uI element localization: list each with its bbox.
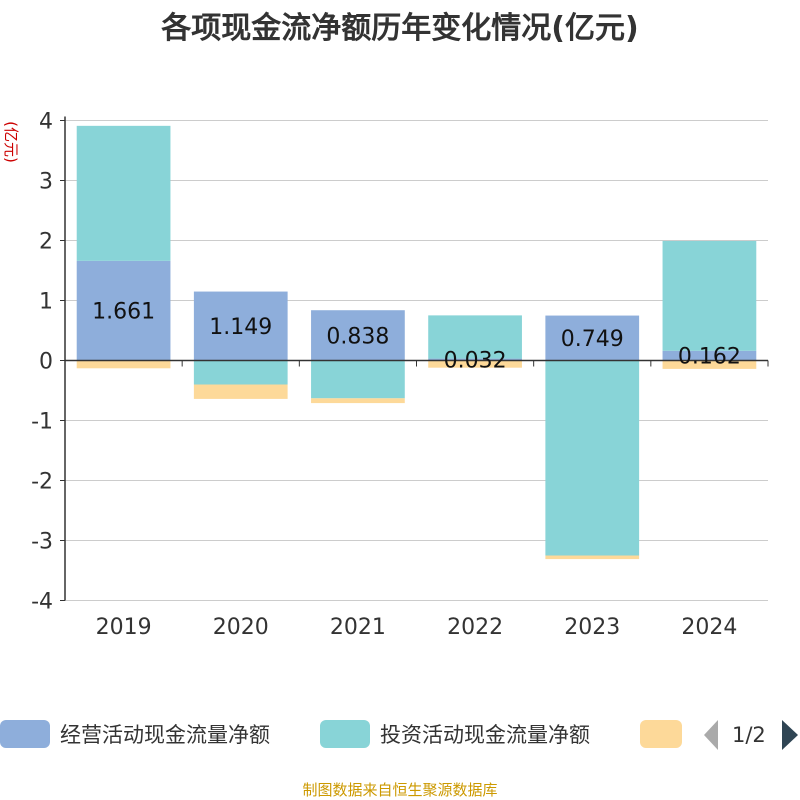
axes-group xyxy=(60,116,769,601)
bar-2020-series-0 xyxy=(193,291,288,361)
legend-label-0: 经营活动现金流量净额 xyxy=(60,723,270,747)
data-label-2022: 0.032 xyxy=(444,349,507,374)
legend-swatch-2 xyxy=(640,720,682,748)
legend-swatch-1 xyxy=(320,720,370,748)
bar-2019-series-0 xyxy=(76,260,171,361)
bar-2020-series-2 xyxy=(193,384,288,399)
bar-2020-series-1 xyxy=(193,360,288,385)
bar-2023-series-1 xyxy=(545,360,640,556)
y-tick-labels: 4 3 2 1 0 -1 -2 -3 -4 xyxy=(31,110,53,615)
source-note: 制图数据来自恒生聚源数据库 xyxy=(302,781,497,799)
bar-2024-series-1 xyxy=(662,240,757,351)
y-tick-label: 2 xyxy=(39,230,53,255)
bar-2021-series-2 xyxy=(311,398,405,404)
x-tick-label-2022: 2022 xyxy=(447,615,503,640)
legend-label-1: 投资活动现金流量净额 xyxy=(380,723,590,747)
bar-2022-series-1 xyxy=(428,315,522,359)
x-tick-label-2019: 2019 xyxy=(96,615,152,640)
y-tick-label: 1 xyxy=(39,290,53,315)
bar-2019-series-2 xyxy=(76,360,171,369)
grid-lines xyxy=(65,120,768,601)
legend: 经营活动现金流量净额 投资活动现金流量净额 1/2 xyxy=(0,720,798,750)
bars-group xyxy=(76,125,757,560)
bar-2022-series-0 xyxy=(428,358,522,361)
data-label-2021: 0.838 xyxy=(326,324,389,349)
data-labels: 1.661 1.149 0.838 0.032 0.749 0.162 xyxy=(92,300,741,374)
chart-title: 各项现金流净额历年变化情况(亿元) xyxy=(160,11,638,46)
y-axis-label: (亿元) xyxy=(2,121,20,163)
x-tick-label-2021: 2021 xyxy=(330,615,386,640)
y-tick-label: 3 xyxy=(39,170,53,195)
y-tick-label: -1 xyxy=(31,410,53,435)
y-tick-label: -4 xyxy=(31,590,53,615)
bar-2022-series-2 xyxy=(428,360,522,368)
bar-2024-series-2 xyxy=(662,360,757,369)
y-tick-label: -2 xyxy=(31,470,53,495)
y-tick-label: -3 xyxy=(31,530,53,555)
y-tick-label: 4 xyxy=(39,110,53,135)
bar-2023-series-0 xyxy=(545,315,640,361)
legend-swatch-0 xyxy=(0,720,50,748)
data-label-2023: 0.749 xyxy=(561,327,624,352)
bar-2024-series-0 xyxy=(662,350,757,361)
bar-2021-series-0 xyxy=(311,310,405,361)
bar-2023-series-2 xyxy=(545,555,640,560)
legend-page-indicator: 1/2 xyxy=(732,723,766,747)
bar-2019-series-1 xyxy=(76,125,171,261)
x-tick-label-2024: 2024 xyxy=(681,615,737,640)
data-label-2019: 1.661 xyxy=(92,300,155,325)
x-tick-labels: 2019 2020 2021 2022 2023 2024 xyxy=(96,615,738,640)
x-tick-label-2023: 2023 xyxy=(564,615,620,640)
x-tick-label-2020: 2020 xyxy=(213,615,269,640)
bar-2021-series-1 xyxy=(311,360,405,399)
legend-next-arrow-icon xyxy=(782,720,798,750)
data-label-2020: 1.149 xyxy=(209,315,272,340)
legend-prev-arrow-icon xyxy=(704,720,718,750)
y-tick-label: 0 xyxy=(39,350,53,375)
data-label-2024: 0.162 xyxy=(678,345,741,370)
